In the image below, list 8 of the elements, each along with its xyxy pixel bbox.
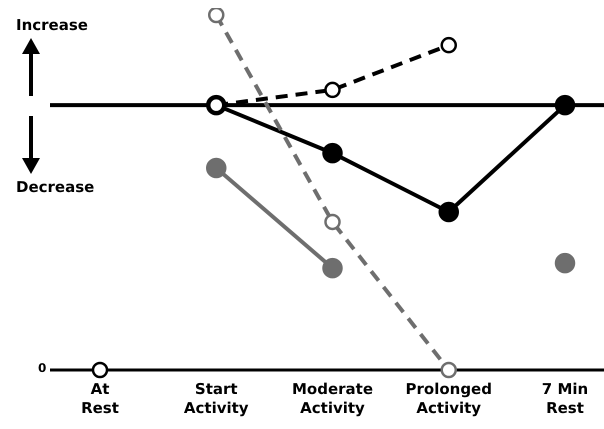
x-tick-label: 7 Min Rest xyxy=(542,380,588,417)
annotation: Increase xyxy=(16,16,88,34)
x-tick-label: Moderate Activity xyxy=(292,380,374,417)
x-tick-label: Prolonged Activity xyxy=(406,380,492,417)
annotation: Decrease xyxy=(16,178,94,196)
x-tick-label: At Rest xyxy=(81,380,119,417)
x-tick-label: Start Activity xyxy=(184,380,249,417)
text: 0 xyxy=(38,361,46,375)
